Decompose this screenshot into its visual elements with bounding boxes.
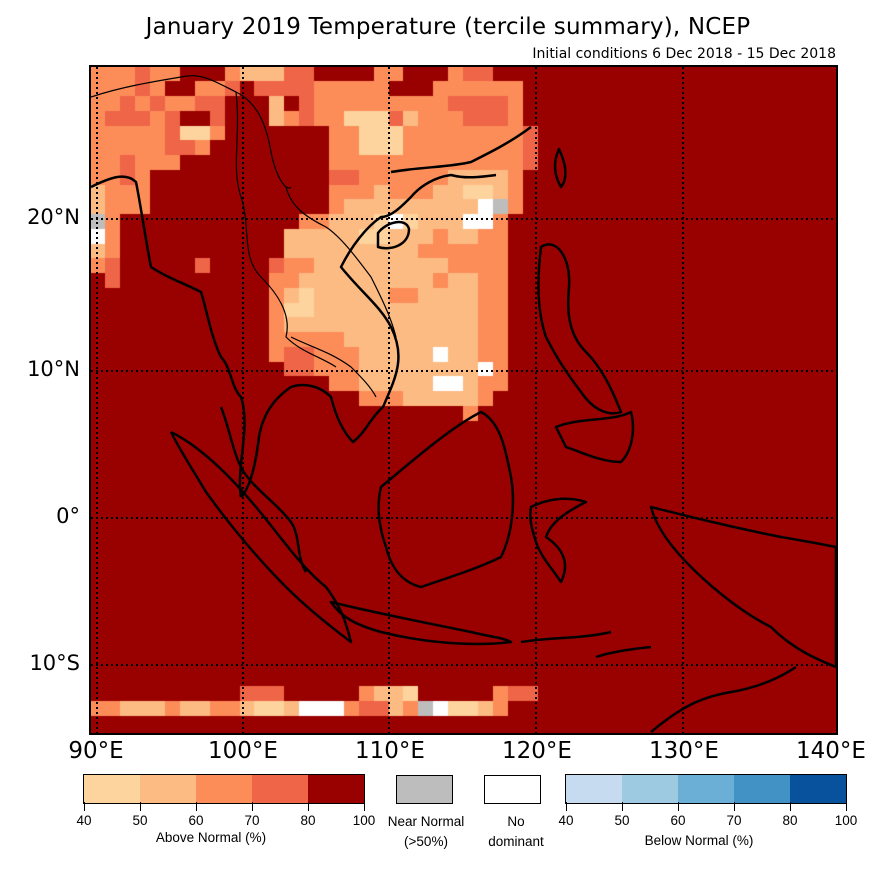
y-tick-label: 0° (56, 504, 80, 528)
colorbar-tick-label: 100 (352, 813, 376, 828)
swatch-below-70-80 (734, 775, 790, 803)
map-overlay (91, 67, 836, 733)
above-normal-title: Above Normal (%) (155, 830, 267, 845)
chart-subtitle: Initial conditions 6 Dec 2018 - 15 Dec 2… (532, 46, 836, 62)
colorbar-tick-label: 80 (300, 813, 316, 828)
x-tick-label: 100°E (208, 738, 278, 764)
swatch-above-70-80 (252, 775, 308, 803)
colorbar-tick (140, 802, 141, 811)
y-tick-label: 10°N (27, 357, 80, 381)
y-tick-label: 10°S (29, 651, 80, 675)
coastlines (91, 125, 836, 733)
x-tick-label: 110°E (355, 738, 425, 764)
colorbar-tick-label: 50 (132, 813, 148, 828)
x-tick-label: 130°E (649, 738, 719, 764)
colorbar-tick-label: 70 (726, 813, 742, 828)
near-normal-label-line1: Near Normal (387, 814, 465, 829)
x-tick-label: 90°E (68, 738, 124, 764)
colorbar-tick (622, 802, 623, 811)
no-dominant-swatch (484, 775, 541, 804)
colorbar-tick (252, 802, 253, 811)
no-dominant-label-line2: dominant (488, 834, 544, 849)
chart-title: January 2019 Temperature (tercile summar… (145, 14, 751, 40)
x-tick-label: 120°E (502, 738, 572, 764)
colorbar-tick-label: 40 (76, 813, 92, 828)
colorbar-tick (846, 802, 847, 811)
colorbar-tick (196, 802, 197, 811)
swatch-below-80-100 (790, 775, 846, 803)
near-normal-swatch (396, 775, 453, 804)
y-tick-label: 20°N (27, 205, 80, 229)
below-normal-title: Below Normal (%) (644, 833, 754, 848)
swatch-above-80-100 (308, 775, 364, 803)
colorbar-tick (308, 802, 309, 811)
above-normal-colorbar (83, 774, 365, 804)
swatch-below-40-50 (566, 775, 622, 803)
colorbar-tick (364, 802, 365, 811)
colorbar-tick (790, 802, 791, 811)
no-dominant-label: No dominant (488, 812, 544, 852)
colorbar-tick (734, 802, 735, 811)
colorbar-tick (566, 802, 567, 811)
colorbar-tick-label: 60 (188, 813, 204, 828)
country-borders (91, 75, 397, 398)
swatch-above-50-60 (140, 775, 196, 803)
colorbar-tick-label: 100 (834, 813, 858, 828)
map-plot-area (91, 67, 836, 733)
colorbar-tick-label: 40 (558, 813, 574, 828)
graticule (91, 67, 836, 733)
no-dominant-label-line1: No (507, 814, 525, 829)
colorbar-tick-label: 50 (614, 813, 630, 828)
swatch-above-40-50 (84, 775, 140, 803)
colorbar-tick-label: 60 (670, 813, 686, 828)
near-normal-label: Near Normal (>50%) (388, 812, 465, 852)
colorbar-tick-label: 80 (782, 813, 798, 828)
near-normal-label-line2: (>50%) (404, 834, 448, 849)
swatch-below-60-70 (678, 775, 734, 803)
colorbar-tick (84, 802, 85, 811)
x-tick-label: 140°E (796, 738, 866, 764)
swatch-above-60-70 (196, 775, 252, 803)
colorbar-tick (678, 802, 679, 811)
colorbar-tick-label: 70 (244, 813, 260, 828)
below-normal-colorbar (565, 774, 847, 804)
swatch-below-50-60 (622, 775, 678, 803)
